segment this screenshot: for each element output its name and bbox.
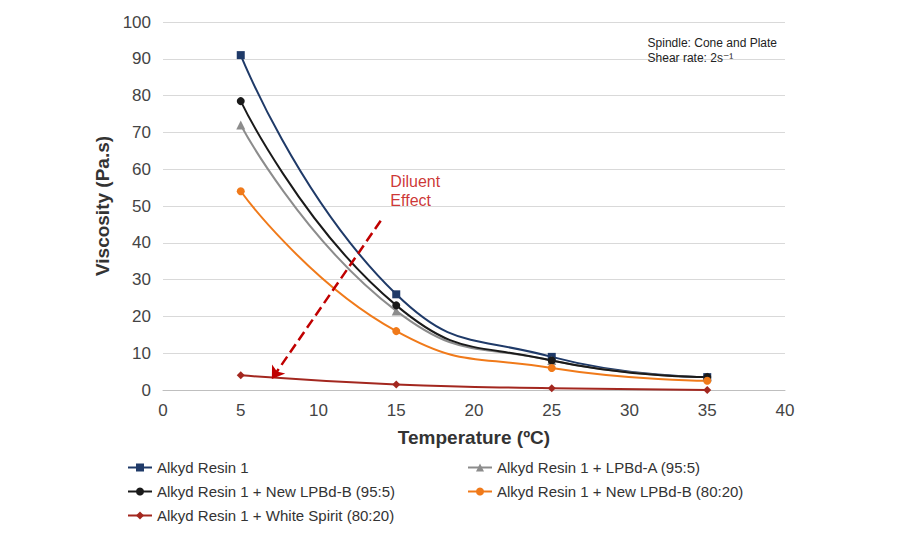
svg-text:20: 20 [132, 307, 151, 326]
svg-text:Temperature (ºC): Temperature (ºC) [398, 427, 550, 448]
svg-text:Viscosity (Pa.s): Viscosity (Pa.s) [92, 136, 113, 276]
svg-text:Spindle: Cone and Plate: Spindle: Cone and Plate [648, 36, 778, 50]
svg-text:0: 0 [158, 401, 167, 420]
svg-text:10: 10 [309, 401, 328, 420]
svg-text:70: 70 [132, 123, 151, 142]
svg-text:10: 10 [132, 344, 151, 363]
svg-text:Alkyd Resin 1 + New LPBd-B (80: Alkyd Resin 1 + New LPBd-B (80:20) [497, 483, 743, 500]
svg-text:0: 0 [142, 381, 151, 400]
svg-text:Alkyd Resin 1: Alkyd Resin 1 [157, 459, 249, 476]
svg-text:Alkyd Resin 1 + LPBd-A (95:5): Alkyd Resin 1 + LPBd-A (95:5) [497, 459, 700, 476]
svg-text:Effect: Effect [390, 192, 431, 209]
svg-text:100: 100 [123, 13, 151, 32]
svg-text:50: 50 [132, 197, 151, 216]
svg-text:Alkyd Resin 1 + New LPBd-B (95: Alkyd Resin 1 + New LPBd-B (95:5) [157, 483, 395, 500]
svg-text:Shear rate: 2s⁻¹: Shear rate: 2s⁻¹ [648, 51, 734, 65]
svg-text:40: 40 [776, 401, 795, 420]
svg-text:90: 90 [132, 49, 151, 68]
svg-text:60: 60 [132, 160, 151, 179]
svg-text:Diluent: Diluent [390, 173, 440, 190]
svg-text:Alkyd Resin 1 + White Spirit (: Alkyd Resin 1 + White Spirit (80:20) [157, 507, 394, 524]
svg-text:5: 5 [236, 401, 245, 420]
svg-text:35: 35 [698, 401, 717, 420]
svg-text:80: 80 [132, 86, 151, 105]
svg-text:40: 40 [132, 233, 151, 252]
svg-text:25: 25 [542, 401, 561, 420]
svg-text:15: 15 [387, 401, 406, 420]
svg-text:20: 20 [465, 401, 484, 420]
svg-text:30: 30 [620, 401, 639, 420]
svg-text:30: 30 [132, 270, 151, 289]
